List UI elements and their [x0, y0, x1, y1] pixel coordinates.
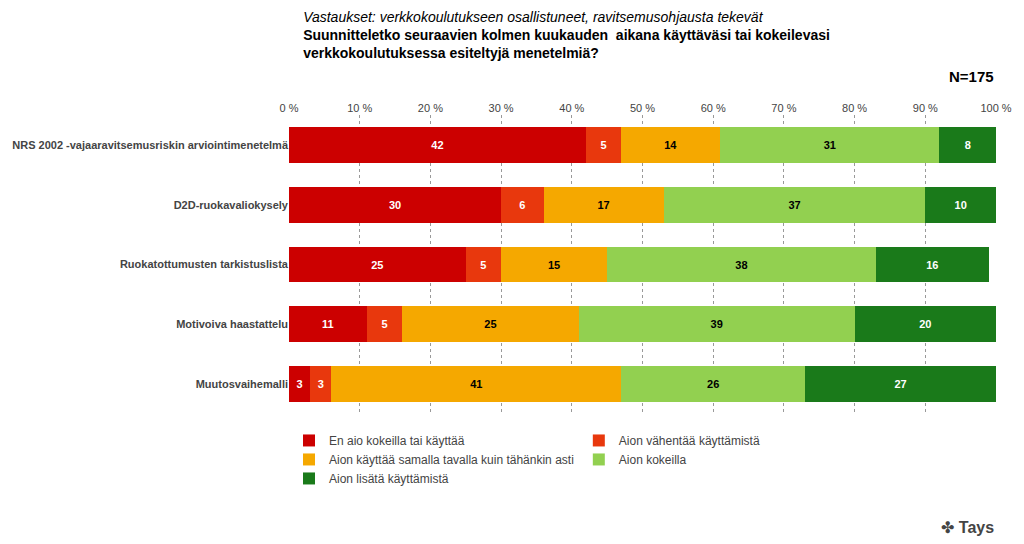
svg-text:39: 39: [711, 318, 723, 330]
svg-text:Muutosvaihemalli: Muutosvaihemalli: [196, 378, 288, 390]
svg-text:10: 10: [955, 199, 967, 211]
svg-text:Aion käyttää samalla tavalla k: Aion käyttää samalla tavalla kuin tähänk…: [329, 453, 574, 467]
svg-text:NRS 2002 -vajaaravitsemusriski: NRS 2002 -vajaaravitsemusriskin arvioint…: [12, 139, 289, 151]
svg-text:Motivoiva haastattelu: Motivoiva haastattelu: [176, 318, 288, 330]
svg-text:8: 8: [965, 139, 971, 151]
svg-text:90 %: 90 %: [913, 102, 938, 114]
svg-text:3: 3: [318, 378, 324, 390]
svg-text:100 %: 100 %: [980, 102, 1011, 114]
svg-text:60 %: 60 %: [701, 102, 726, 114]
svg-text:Vastaukset: verkkokoulutukseen: Vastaukset: verkkokoulutukseen osallistu…: [303, 9, 830, 61]
svg-text:Aion kokeilla: Aion kokeilla: [619, 453, 687, 467]
svg-text:✤ Tays: ✤ Tays: [941, 519, 994, 536]
svg-text:38: 38: [735, 259, 747, 271]
svg-text:27: 27: [894, 378, 906, 390]
svg-text:42: 42: [431, 139, 443, 151]
svg-text:25: 25: [484, 318, 496, 330]
svg-text:30: 30: [389, 199, 401, 211]
svg-text:20: 20: [919, 318, 931, 330]
svg-text:6: 6: [519, 199, 525, 211]
svg-text:5: 5: [381, 318, 387, 330]
svg-text:20 %: 20 %: [418, 102, 443, 114]
svg-text:31: 31: [824, 139, 836, 151]
svg-text:5: 5: [480, 259, 486, 271]
svg-text:14: 14: [664, 139, 677, 151]
svg-text:15: 15: [548, 259, 560, 271]
svg-text:50 %: 50 %: [630, 102, 655, 114]
svg-text:80 %: 80 %: [842, 102, 867, 114]
svg-text:Aion lisätä käyttämistä: Aion lisätä käyttämistä: [329, 472, 449, 486]
svg-text:70 %: 70 %: [771, 102, 796, 114]
svg-text:37: 37: [788, 199, 800, 211]
svg-text:D2D-ruokavaliokysely: D2D-ruokavaliokysely: [174, 199, 289, 211]
svg-text:11: 11: [322, 318, 334, 330]
svg-text:En aio kokeilla tai käyttää: En aio kokeilla tai käyttää: [329, 434, 465, 448]
svg-text:N=175: N=175: [949, 68, 994, 85]
svg-text:0 %: 0 %: [280, 102, 299, 114]
svg-text:Aion vähentää käyttämistä: Aion vähentää käyttämistä: [619, 434, 760, 448]
svg-text:41: 41: [470, 378, 482, 390]
svg-text:30 %: 30 %: [489, 102, 514, 114]
svg-text:10 %: 10 %: [347, 102, 372, 114]
svg-text:3: 3: [297, 378, 303, 390]
svg-text:26: 26: [707, 378, 719, 390]
svg-text:Ruokatottumusten tarkistuslist: Ruokatottumusten tarkistuslista: [120, 258, 289, 270]
svg-text:40 %: 40 %: [559, 102, 584, 114]
svg-text:16: 16: [926, 259, 938, 271]
svg-text:5: 5: [601, 139, 607, 151]
svg-text:17: 17: [597, 199, 609, 211]
svg-text:25: 25: [371, 259, 383, 271]
